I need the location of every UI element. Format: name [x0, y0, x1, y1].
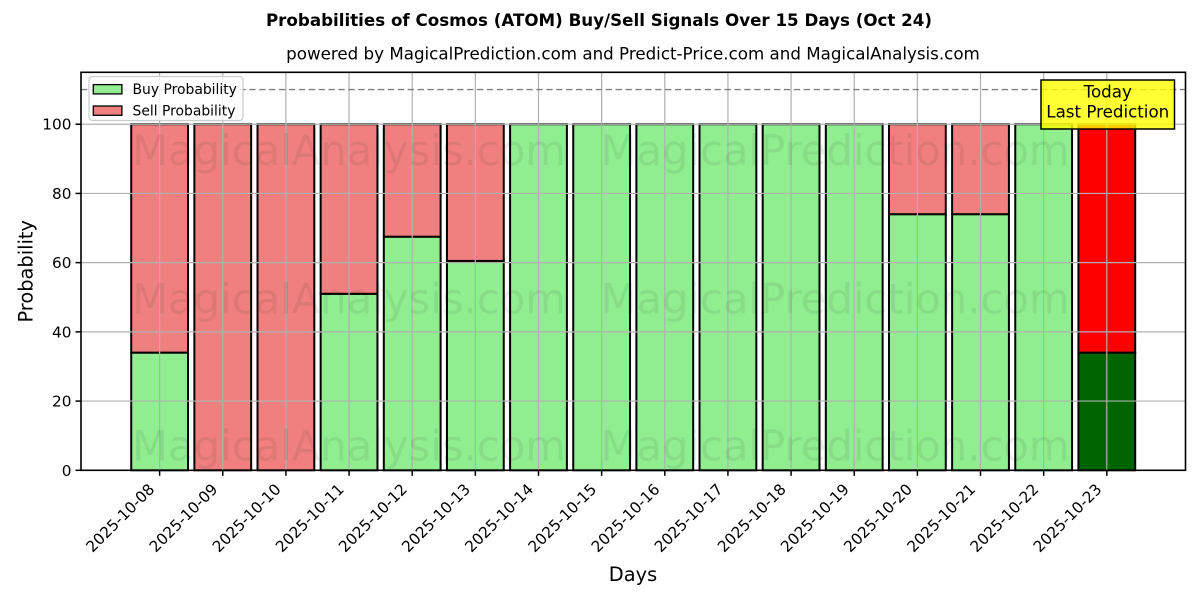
y-tick-label: 60 — [52, 254, 71, 272]
y-tick-label: 100 — [42, 116, 71, 134]
chart-title: Probabilities of Cosmos (ATOM) Buy/Sell … — [266, 10, 932, 30]
watermarks-group: MagicalAnalysis.com MagicalPrediction.com… — [132, 126, 1069, 471]
today-annotation-line2: Last Prediction — [1046, 102, 1169, 122]
y-tick-label: 0 — [62, 462, 72, 480]
legend-frame — [88, 75, 244, 122]
today-annotation: Today Last Prediction — [1040, 79, 1176, 130]
axes-frame-group — [80, 71, 1187, 472]
watermark-analysis: MagicalAnalysis.com — [132, 126, 566, 175]
x-axis-label: Days — [609, 563, 657, 586]
y-axis-label: Probability — [15, 220, 38, 323]
watermark-analysis: MagicalAnalysis.com — [132, 422, 566, 471]
today-annotation-line1: Today — [1083, 82, 1132, 102]
legend-swatch-buy — [92, 83, 123, 95]
y-tick-label: 80 — [52, 185, 71, 203]
watermark-prediction: MagicalPrediction.com — [601, 126, 1070, 175]
legend: Buy Probability Sell Probability — [88, 75, 244, 122]
watermark-analysis: MagicalAnalysis.com — [132, 275, 566, 324]
axes-spines — [80, 71, 1187, 472]
legend-label-sell: Sell Probability — [133, 104, 236, 120]
today-annotation-box — [1040, 79, 1176, 130]
y-tick-label: 20 — [52, 393, 71, 411]
chart-subtitle: powered by MagicalPrediction.com and Pre… — [286, 44, 980, 64]
watermark-prediction: MagicalPrediction.com — [601, 422, 1070, 471]
legend-label-buy: Buy Probability — [133, 82, 237, 98]
legend-swatch-sell — [92, 105, 123, 116]
watermark-prediction: MagicalPrediction.com — [601, 275, 1070, 324]
y-tick-label: 40 — [52, 323, 71, 341]
